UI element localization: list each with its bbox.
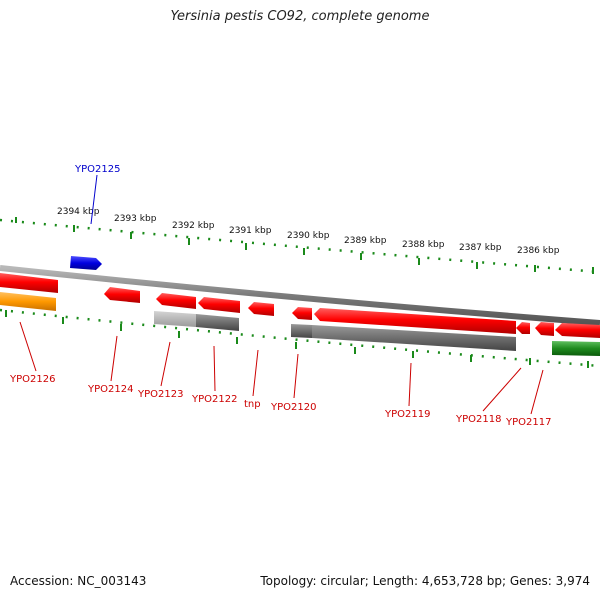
label-ypo2120[interactable]: YPO2120 [270,402,316,413]
leader-lines [19,174,544,415]
gene-ypo2122-bar[interactable] [196,314,239,331]
label-tnp[interactable]: tnp [244,399,261,410]
leader-tnp [252,349,259,397]
inner-major-ticks [5,310,589,368]
leader-ypo2119 [408,362,412,407]
accession-text: Accession: NC_003143 [10,574,147,588]
gene-ypo2122-cds[interactable] [198,297,240,313]
gene-tnp-cds[interactable] [248,302,274,316]
outer-major-ticks [15,217,594,274]
scale-label-2390: 2390 kbp [287,231,330,241]
scale-label-2394: 2394 kbp [57,207,100,217]
leader-ypo2123 [160,341,171,387]
label-ypo2125[interactable]: YPO2125 [74,164,120,175]
gene-ypo2117-cds[interactable] [535,322,554,336]
scale-label-2386: 2386 kbp [517,246,560,256]
gene-cds-edge[interactable] [555,323,600,338]
inner-scale-ring [0,308,600,368]
leader-ypo2125 [90,174,98,225]
gene-ypo2119-cds[interactable] [314,308,516,334]
scale-label-2388: 2388 kbp [402,240,445,250]
leader-ypo2118 [482,367,522,412]
scale-label-2389: 2389 kbp [344,236,387,246]
label-ypo2118[interactable]: YPO2118 [455,414,501,425]
gene-ypo2118-cds[interactable] [516,322,530,334]
genome-backbone [0,265,600,326]
leader-ypo2117 [530,369,544,415]
scale-label-2393: 2393 kbp [114,214,157,224]
gene-ypo2126-cds[interactable] [0,273,58,293]
label-ypo2122[interactable]: YPO2122 [191,394,237,405]
label-ypo2119[interactable]: YPO2119 [384,409,430,420]
leader-ypo2124 [110,335,118,382]
label-ypo2123[interactable]: YPO2123 [137,389,183,400]
leader-ypo2126 [19,321,37,372]
label-ypo2117[interactable]: YPO2117 [505,417,551,428]
label-ypo2124[interactable]: YPO2124 [87,384,133,395]
scale-label-2391: 2391 kbp [229,226,272,236]
gene-ypo2119-bar[interactable] [312,325,516,351]
gene-ypo2120-cds[interactable] [292,307,312,320]
scale-label-2392: 2392 kbp [172,221,215,231]
gene-ypo2124-cds[interactable] [104,287,140,303]
leader-ypo2122 [213,345,216,392]
gene-ypo2126-orange-feature[interactable] [0,292,56,311]
label-ypo2126[interactable]: YPO2126 [9,374,55,385]
gene-ypo2125[interactable] [70,256,102,270]
gene-ypo2123-cds[interactable] [156,293,196,309]
outer-scale-ring [0,218,600,274]
map-title: Yersinia pestis CO92, complete genome [170,9,430,24]
green-feature[interactable] [552,341,600,356]
topology-text: Topology: circular; Length: 4,653,728 bp… [260,574,590,588]
gene-ypo2120-bar[interactable] [291,324,312,338]
leader-ypo2120 [293,353,299,399]
gene-ypo2123-bar[interactable] [154,311,196,327]
scale-label-2387: 2387 kbp [459,243,502,253]
